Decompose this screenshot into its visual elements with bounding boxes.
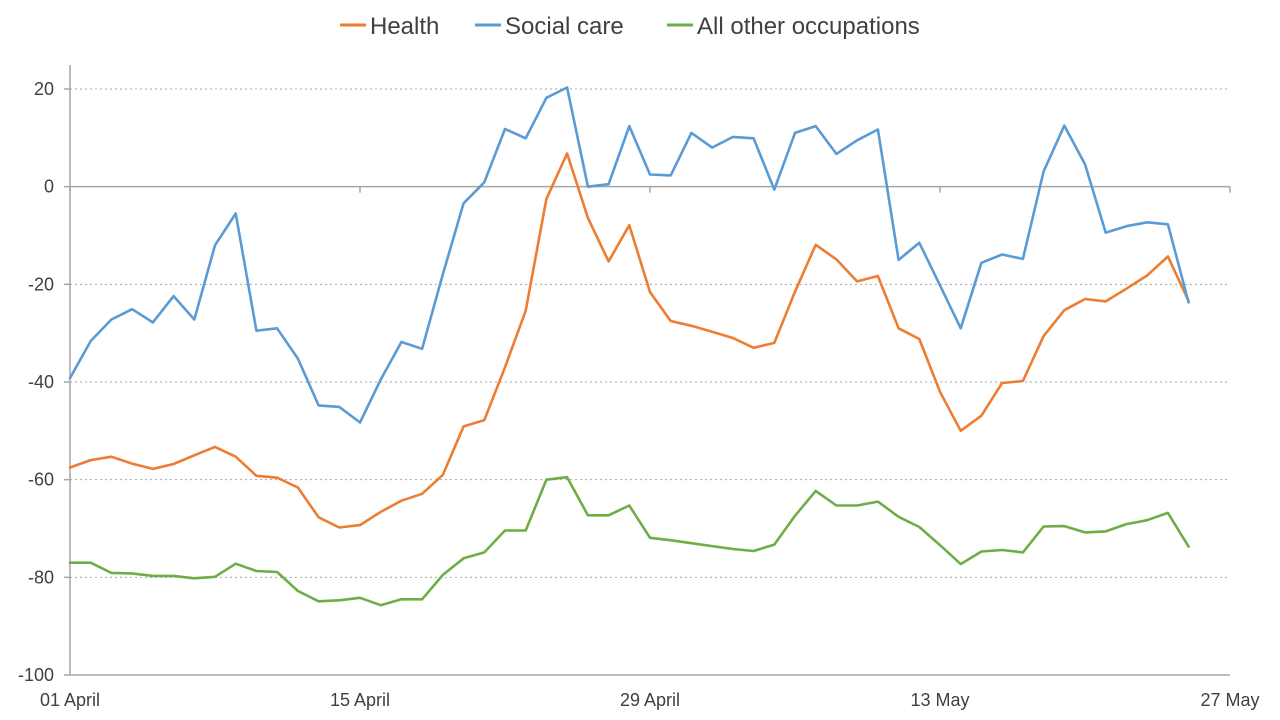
y-tick-label: -80 bbox=[28, 567, 54, 587]
x-tick-label-15-april: 15 April bbox=[330, 690, 390, 710]
y-tick-label: -100 bbox=[18, 665, 54, 685]
y-axis-ticks: 20 0 -20 -40 -60 -80 -100 bbox=[18, 79, 70, 685]
legend-item-social-care: Social care bbox=[475, 13, 624, 40]
axes bbox=[69, 65, 1230, 676]
x-tick-label-13-may: 13 May bbox=[910, 690, 969, 710]
y-tick-label: -40 bbox=[28, 372, 54, 392]
legend-label: Social care bbox=[505, 13, 624, 40]
x-tick-label-29-april: 29 April bbox=[620, 690, 680, 710]
y-tick-label: -20 bbox=[28, 274, 54, 294]
legend-item-health: Health bbox=[340, 13, 439, 40]
legend-label: Health bbox=[370, 13, 439, 40]
y-tick-label: -60 bbox=[28, 470, 54, 490]
series-lines bbox=[68, 86, 1190, 607]
series-line-social-care bbox=[68, 86, 1190, 424]
y-tick-label: 20 bbox=[34, 79, 54, 99]
legend-item-all-other-occupations: All other occupations bbox=[667, 13, 920, 40]
legend: Health Social care All other occupations bbox=[340, 13, 920, 40]
x-tick-label-01-april: 01 April bbox=[40, 690, 100, 710]
y-tick-label: 0 bbox=[44, 177, 54, 197]
x-axis-ticks: 01 April 15 April 29 April 13 May 27 May bbox=[40, 186, 1260, 710]
x-tick-label-27-may: 27 May bbox=[1200, 690, 1259, 710]
series-line-health bbox=[68, 152, 1190, 529]
gridlines bbox=[70, 88, 1230, 578]
series-line-all-other-occupations bbox=[68, 475, 1190, 607]
legend-label: All other occupations bbox=[697, 13, 920, 40]
